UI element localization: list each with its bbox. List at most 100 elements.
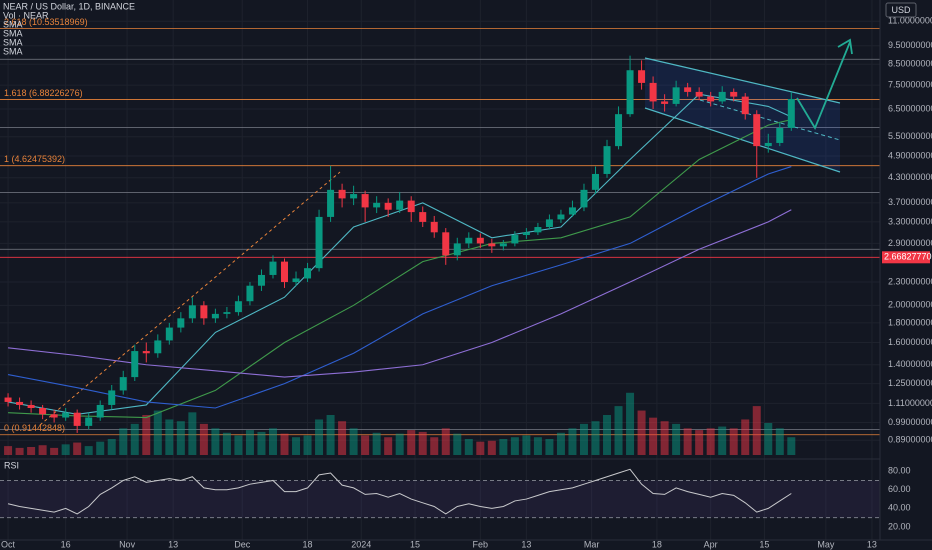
volume-bar	[695, 430, 704, 455]
channel-fill	[645, 58, 840, 172]
y-tick-label: 8.50000000	[888, 59, 932, 69]
legend-entry: SMA	[3, 28, 23, 38]
volume-bar	[280, 433, 289, 455]
volume-bar	[292, 437, 301, 455]
y-tick-label: 3.30000000	[888, 216, 932, 226]
candle-body	[730, 91, 738, 97]
candle-body	[718, 91, 726, 102]
y-tick-label: 5.50000000	[888, 131, 932, 141]
volume-bar	[626, 392, 635, 455]
candle-body	[511, 235, 519, 244]
fib-label: 0 (0.91442848)	[4, 423, 65, 433]
volume-bar	[303, 435, 312, 455]
volume-bar	[430, 437, 439, 455]
rsi-tick-label: 60.00	[888, 484, 911, 494]
volume-bar	[672, 423, 681, 455]
y-tick-label: 2.00000000	[888, 300, 932, 310]
candle-body	[246, 285, 254, 302]
candle-body	[753, 114, 761, 147]
price-axis	[880, 0, 932, 550]
volume-bar	[142, 415, 151, 455]
candle-body	[234, 301, 242, 313]
volume-bar	[683, 428, 692, 455]
volume-bar	[556, 432, 565, 455]
currency-box[interactable]	[885, 2, 917, 18]
volume-bar	[4, 446, 13, 455]
legend-entry: SMA	[3, 37, 23, 47]
volume-bar	[73, 442, 82, 455]
volume-bar	[50, 447, 59, 455]
candle-body	[776, 127, 784, 143]
y-tick-label: 9.50000000	[888, 40, 932, 50]
volume-bar	[38, 445, 47, 455]
x-tick-label: Nov	[119, 539, 136, 549]
volume-bar	[591, 421, 600, 455]
volume-bar	[487, 440, 496, 455]
volume-bar	[741, 419, 750, 455]
candle-body	[407, 200, 415, 213]
x-tick-label: 15	[410, 539, 420, 549]
candle-body	[419, 212, 427, 222]
volume-bar	[533, 437, 542, 455]
y-tick-label: 2.30000000	[888, 276, 932, 286]
candle-body	[615, 114, 623, 147]
candle-body	[499, 243, 507, 247]
channel-top	[644, 57, 841, 104]
volume-bar	[349, 428, 358, 455]
volume-bar	[706, 428, 715, 455]
volume-bar	[384, 437, 393, 455]
y-tick-label: 1.40000000	[888, 359, 932, 369]
candle-body	[476, 237, 484, 244]
axis-labels: 11.00000000 9.50000000 8.50000000 7.5000000…	[1, 16, 932, 550]
fib-label: 2.618 (10.53518969)	[4, 17, 88, 27]
y-tick-label: 7.50000000	[888, 79, 932, 89]
candle-body	[96, 404, 104, 418]
candle-body	[580, 189, 588, 208]
channel-mid	[699, 99, 841, 141]
volume-bar	[603, 415, 612, 455]
volume-bar	[257, 431, 266, 455]
candle-body	[142, 351, 150, 354]
x-tick-label: Oct	[1, 539, 16, 549]
volume-bar	[637, 410, 646, 455]
candle-body	[73, 412, 81, 426]
y-tick-label: 4.90000000	[888, 150, 932, 160]
volume-bar	[718, 426, 727, 455]
candle-body	[304, 268, 312, 279]
volume-bar	[268, 428, 277, 455]
rsi-line	[7, 468, 792, 515]
sma-line	[7, 166, 792, 409]
candle-body	[108, 390, 116, 405]
volume-bar	[338, 421, 347, 455]
candle-body	[85, 417, 93, 426]
y-tick-label: 0.89000000	[888, 435, 932, 445]
candle-body	[396, 200, 404, 210]
last-price-label: 2.66827770	[884, 252, 932, 262]
fib-label: 1 (4.62475392)	[4, 154, 65, 164]
candle-body	[177, 318, 185, 328]
candle-body	[50, 414, 58, 418]
volume-bar	[372, 432, 381, 455]
x-tick-label: Dec	[234, 539, 251, 549]
rsi-band	[0, 480, 880, 518]
candle-body	[649, 82, 657, 102]
candle-body	[626, 70, 634, 115]
volume-bar	[764, 423, 773, 455]
volume-bar	[568, 428, 577, 455]
y-tick-label: 3.70000000	[888, 197, 932, 207]
volume-bar	[395, 433, 404, 455]
candle-body	[442, 232, 450, 256]
candle-body	[568, 207, 576, 215]
candle-body	[200, 305, 208, 319]
candle-body	[591, 173, 599, 190]
volume-bar	[27, 447, 36, 455]
currency: USD	[891, 5, 911, 15]
candle-body	[119, 377, 127, 391]
y-tick-label: 1.80000000	[888, 317, 932, 327]
arrow-head	[837, 38, 853, 55]
candle-body	[534, 227, 542, 233]
sma-line	[8, 209, 792, 378]
x-tick-label: 15	[759, 539, 769, 549]
